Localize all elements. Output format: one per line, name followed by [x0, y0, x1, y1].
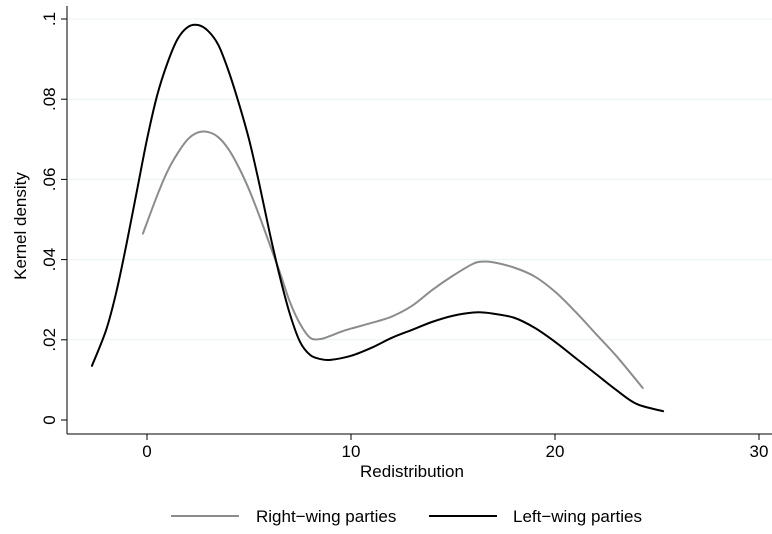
series-line-left-wing	[90, 23, 665, 413]
series-line-right-wing	[141, 130, 644, 389]
y-tick-label-3: .06	[40, 168, 59, 192]
y-axis-title: Kernel density	[11, 172, 30, 280]
y-tick-label-0: 0	[40, 415, 59, 424]
x-tick-label-2: 20	[546, 442, 565, 461]
legend-label-1: Left−wing parties	[513, 507, 642, 526]
x-tick-label-0: 0	[142, 442, 151, 461]
legend: Right−wing parties Left−wing parties	[171, 507, 642, 526]
y-tick-label-1: .02	[40, 328, 59, 352]
x-tick-label-1: 10	[342, 442, 361, 461]
y-tick-label-5: .1	[40, 12, 59, 26]
legend-label-0: Right−wing parties	[256, 507, 396, 526]
x-tick-label-3: 30	[750, 442, 769, 461]
y-tick-label-2: .04	[40, 248, 59, 272]
grid-layer	[68, 18, 772, 341]
x-axis-title: Redistribution	[360, 462, 464, 481]
series-layer	[90, 23, 665, 413]
y-tick-label-4: .08	[40, 87, 59, 111]
axes-layer: 0 .02 .04 .06 .08 .1 0 10 20 30	[40, 6, 772, 461]
